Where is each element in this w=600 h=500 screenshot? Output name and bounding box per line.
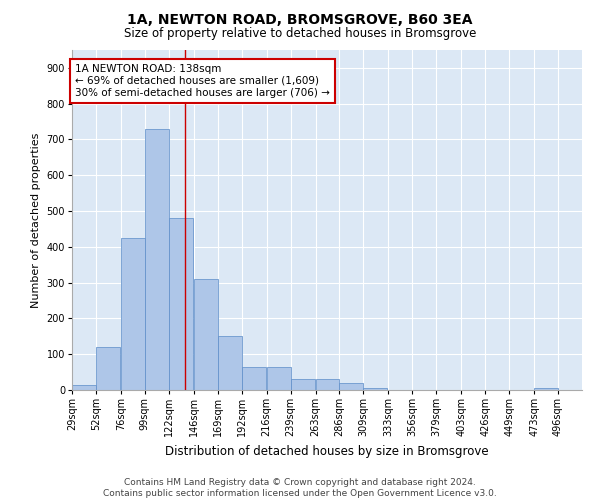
Bar (72, 384, 96, 390)
Bar (96, 347, 120, 390)
Text: Contains HM Land Registry data © Crown copyright and database right 2024.
Contai: Contains HM Land Registry data © Crown c… (103, 478, 497, 498)
Text: 1A NEWTON ROAD: 138sqm
← 69% of detached houses are smaller (1,609)
30% of semi-: 1A NEWTON ROAD: 138sqm ← 69% of detached… (75, 64, 330, 98)
Bar (266, 366, 290, 390)
Bar (534, 388, 558, 390)
Bar (364, 388, 388, 390)
Bar (169, 218, 193, 390)
Bar (145, 128, 169, 390)
Bar (218, 336, 242, 390)
Text: 1A, NEWTON ROAD, BROMSGROVE, B60 3EA: 1A, NEWTON ROAD, BROMSGROVE, B60 3EA (127, 12, 473, 26)
Text: Size of property relative to detached houses in Bromsgrove: Size of property relative to detached ho… (124, 28, 476, 40)
Bar (340, 383, 364, 390)
Bar (194, 279, 218, 390)
X-axis label: Distribution of detached houses by size in Bromsgrove: Distribution of detached houses by size … (165, 444, 489, 458)
Bar (316, 380, 340, 390)
Bar (290, 380, 314, 390)
Y-axis label: Number of detached properties: Number of detached properties (31, 132, 41, 308)
Bar (242, 366, 266, 390)
Bar (121, 238, 145, 390)
